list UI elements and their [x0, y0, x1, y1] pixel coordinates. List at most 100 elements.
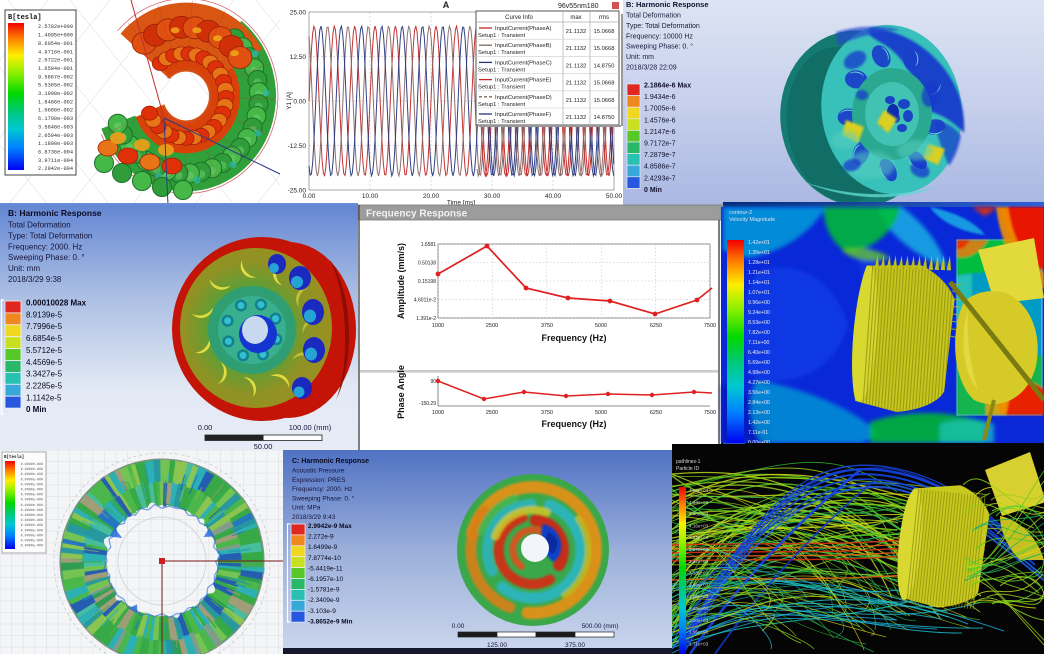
svg-text:3750: 3750 [541, 410, 553, 416]
svg-text:Unit: MPa: Unit: MPa [292, 505, 321, 512]
svg-text:7.8774e-10: 7.8774e-10 [308, 555, 341, 562]
svg-text:-5.4419e-11: -5.4419e-11 [308, 565, 343, 572]
svg-text:1.2147e-6: 1.2147e-6 [644, 129, 676, 136]
svg-text:2.44e+03: 2.44e+03 [689, 606, 709, 611]
svg-text:21.1132: 21.1132 [566, 29, 587, 35]
svg-text:15.0668: 15.0668 [594, 29, 615, 35]
svg-text:3.18e+03: 3.18e+03 [689, 571, 709, 576]
svg-text:#.####e-###: #.####e-### [21, 529, 43, 533]
svg-text:#.####e-###: #.####e-### [21, 489, 43, 493]
svg-text:21.1132: 21.1132 [566, 98, 587, 104]
svg-text:5000: 5000 [595, 323, 607, 329]
svg-text:1.6499e-9: 1.6499e-9 [308, 544, 338, 551]
svg-text:6250: 6250 [650, 323, 662, 329]
svg-text:4.6011e-2: 4.6011e-2 [414, 298, 436, 304]
svg-text:96v55nm180: 96v55nm180 [558, 3, 599, 10]
svg-text:10.00: 10.00 [362, 193, 379, 200]
svg-text:1.42e+00: 1.42e+00 [748, 420, 770, 426]
svg-text:Sweeping Phase: 0. °: Sweeping Phase: 0. ° [8, 253, 85, 262]
svg-text:Curve Info: Curve Info [505, 15, 533, 21]
svg-text:Frequency Response: Frequency Response [366, 209, 468, 220]
svg-text:1.14e+01: 1.14e+01 [748, 280, 770, 286]
svg-text:21.1132: 21.1132 [566, 46, 587, 52]
svg-text:Sweeping Phase: 0. °: Sweeping Phase: 0. ° [626, 43, 693, 51]
svg-text:4.40e+03: 4.40e+03 [689, 512, 709, 517]
svg-text:25.00: 25.00 [290, 9, 307, 16]
svg-text:Frequency: 10000 Hz: Frequency: 10000 Hz [626, 33, 693, 40]
svg-text:2500: 2500 [486, 410, 498, 416]
svg-text:Time [ms]: Time [ms] [447, 200, 475, 207]
svg-text:5.5365e-002: 5.5365e-002 [38, 83, 73, 89]
svg-text:12.50: 12.50 [290, 54, 307, 61]
svg-text:2500: 2500 [486, 323, 498, 329]
svg-text:15.0668: 15.0668 [594, 98, 615, 104]
svg-text:1.1898e-003: 1.1898e-003 [38, 141, 73, 147]
svg-text:15.0668: 15.0668 [594, 46, 615, 52]
svg-text:B: Harmonic Response: B: Harmonic Response [626, 0, 709, 9]
svg-text:3.67e+03: 3.67e+03 [689, 547, 709, 552]
svg-text:2.1864e-6 Max: 2.1864e-6 Max [644, 83, 691, 90]
svg-text:2.93e+03: 2.93e+03 [689, 582, 709, 587]
svg-text:Phase Angle: Phase Angle [396, 365, 406, 419]
svg-text:#.####e-###: #.####e-### [21, 509, 43, 513]
svg-text:InputCurrent(PhaseC): InputCurrent(PhaseC) [495, 60, 552, 66]
svg-text:1.28e+01: 1.28e+01 [748, 260, 770, 266]
svg-text:4.9716e-001: 4.9716e-001 [38, 49, 73, 55]
svg-text:3.5648e-003: 3.5648e-003 [38, 124, 73, 130]
svg-text:Frequency (Hz): Frequency (Hz) [541, 333, 606, 343]
svg-text:1.4095e+000: 1.4095e+000 [38, 33, 73, 39]
svg-text:9.96e+00: 9.96e+00 [748, 300, 770, 306]
svg-text:Amplitude (mm/s): Amplitude (mm/s) [396, 243, 406, 319]
svg-text:7500: 7500 [704, 410, 716, 416]
svg-text:Expression: PRES: Expression: PRES [292, 477, 346, 484]
svg-text:1.21e+01: 1.21e+01 [748, 270, 770, 276]
svg-text:Frequency: 2000. Hz: Frequency: 2000. Hz [292, 486, 352, 493]
svg-text:1.8486e-002: 1.8486e-002 [38, 99, 73, 105]
svg-text:6.8736e-004: 6.8736e-004 [38, 149, 73, 155]
svg-text:0.00: 0.00 [293, 98, 306, 105]
svg-text:1.1142e-5: 1.1142e-5 [26, 393, 62, 402]
svg-text:4.16e+03: 4.16e+03 [689, 523, 709, 528]
svg-text:2.69e+03: 2.69e+03 [689, 594, 709, 599]
svg-text:4.4569e-5: 4.4569e-5 [26, 358, 63, 367]
svg-text:3.3427e-5: 3.3427e-5 [26, 370, 63, 379]
svg-text:4.86e+03: 4.86e+03 [689, 488, 709, 493]
svg-text:#.####e-###: #.####e-### [21, 519, 43, 523]
svg-text:50.00: 50.00 [606, 193, 623, 200]
svg-text:C: Harmonic Response: C: Harmonic Response [292, 458, 369, 465]
svg-text:#.####e-###: #.####e-### [21, 540, 43, 544]
svg-text:-2.3409e-9: -2.3409e-9 [308, 597, 340, 604]
svg-text:5000: 5000 [595, 410, 607, 416]
svg-text:375.00: 375.00 [565, 642, 585, 649]
svg-text:#.####e-###: #.####e-### [21, 463, 43, 467]
svg-text:2.5782e+000: 2.5782e+000 [38, 24, 73, 30]
svg-text:8.53e+00: 8.53e+00 [748, 320, 770, 326]
svg-text:4.27e+00: 4.27e+00 [748, 380, 770, 386]
svg-text:#.####e-###: #.####e-### [21, 524, 43, 528]
svg-text:4.64e+03: 4.64e+03 [689, 500, 709, 505]
svg-text:InputCurrent(PhaseB): InputCurrent(PhaseB) [495, 43, 551, 49]
svg-text:3.56e+00: 3.56e+00 [748, 390, 770, 396]
svg-text:8.9139e-5: 8.9139e-5 [26, 310, 63, 319]
svg-text:-12.50: -12.50 [288, 143, 307, 150]
svg-text:Type: Total Deformation: Type: Total Deformation [626, 23, 700, 30]
svg-text:6.40e+00: 6.40e+00 [748, 350, 770, 356]
svg-text:#.####e-###: #.####e-### [21, 483, 43, 487]
svg-text:Unit: mm: Unit: mm [626, 54, 654, 61]
svg-text:Frequency: 2000. Hz: Frequency: 2000. Hz [8, 242, 82, 251]
svg-text:InputCurrent(PhaseD): InputCurrent(PhaseD) [495, 95, 552, 101]
svg-text:1.35e+01: 1.35e+01 [748, 250, 770, 256]
svg-text:1000: 1000 [432, 410, 444, 416]
svg-text:2.20e+03: 2.20e+03 [689, 618, 709, 623]
svg-text:Total Deformation: Total Deformation [8, 221, 71, 230]
svg-text:Velocity Magnitude: Velocity Magnitude [729, 217, 775, 223]
svg-text:0.00010028 Max: 0.00010028 Max [26, 299, 87, 308]
svg-text:6.6854e-5: 6.6854e-5 [26, 334, 63, 343]
svg-text:2018/3/28 22:09: 2018/3/28 22:09 [626, 65, 677, 72]
svg-text:15.0668: 15.0668 [594, 81, 615, 87]
svg-text:2.84e+00: 2.84e+00 [748, 400, 770, 406]
svg-text:1.391e-2: 1.391e-2 [416, 316, 436, 322]
svg-text:Setup1 : Transient: Setup1 : Transient [478, 67, 525, 73]
svg-text:2.9942e-9 Max: 2.9942e-9 Max [308, 523, 352, 530]
svg-text:4.8586e-7: 4.8586e-7 [644, 164, 676, 171]
